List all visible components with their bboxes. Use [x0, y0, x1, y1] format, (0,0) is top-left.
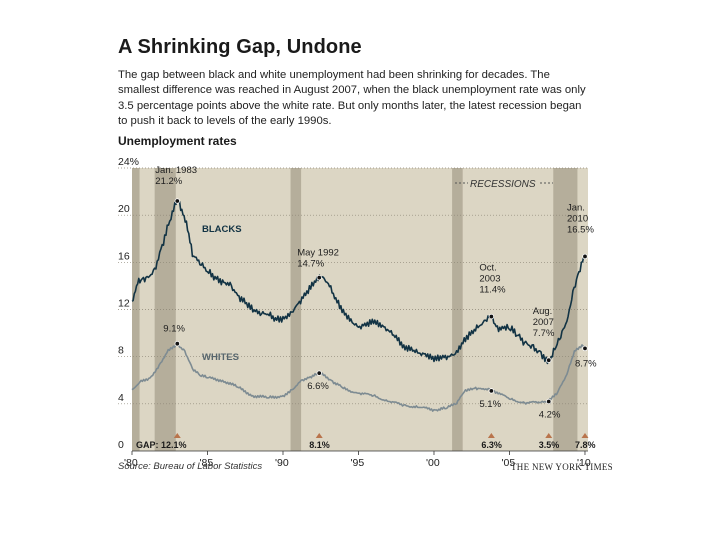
annotations: Jan. 1983 21.2% May 1992 14.7% Oct. 2003 11.4%…: [155, 165, 597, 420]
annotated-point: [316, 274, 322, 281]
gap-label: 7.8%: [575, 440, 596, 450]
gap-marker: [315, 433, 323, 438]
y-tick-label: 20: [118, 203, 130, 215]
x-tick-label: '10: [577, 457, 591, 469]
annotated-point: [582, 253, 588, 260]
credit-logo: THE NEW YORK TIMES: [511, 462, 613, 472]
gap-label: 6.3%: [481, 440, 502, 450]
y-gridlines: [118, 167, 588, 452]
gap-marker: [545, 433, 553, 438]
source-note: Source: Bureau of Labor Statistics: [118, 461, 263, 472]
x-tick-label: '80: [124, 457, 138, 469]
gap-label: 3.5%: [539, 440, 560, 450]
annotated-point: [488, 313, 495, 320]
x-axis-ticks: '80 '85 '90 '95 '00 '05 '10: [124, 451, 591, 469]
annotation-label: 4.2%: [539, 409, 561, 420]
blacks-series-label: BLACKS: [202, 224, 242, 235]
whites-line: [131, 342, 586, 412]
annotation-label: 8.7%: [575, 358, 597, 369]
chart-title: A Shrinking Gap, Undone: [118, 36, 362, 58]
x-tick-label: '85: [199, 457, 213, 469]
annotation-label: 9.1%: [163, 324, 185, 335]
y-tick-label: 8: [118, 345, 124, 357]
gap-marker: [581, 433, 589, 438]
x-tick-label: '95: [350, 457, 364, 469]
gap-markers: GAP: 12.1% 8.1% 6.3% 3.5% 7.8%: [136, 433, 595, 450]
gap-marker: [173, 433, 181, 438]
recession-band: [132, 168, 140, 451]
recession-band: [154, 168, 176, 451]
chart-subtitle: The gap between black and white unemploy…: [118, 69, 586, 127]
x-tick-label: '05: [501, 457, 515, 469]
gap-label: 8.1%: [309, 440, 330, 450]
gap-marker: [487, 433, 495, 438]
gap-label: GAP: 12.1%: [136, 440, 187, 450]
annotated-point: [546, 398, 552, 405]
recessions-legend-label: RECESSIONS: [470, 179, 536, 190]
x-tick-label: '00: [426, 457, 440, 469]
annotation-label: 6.6%: [307, 381, 329, 392]
annotated-points: [174, 198, 588, 405]
annotated-point: [174, 340, 180, 347]
annotated-point: [316, 370, 322, 376]
annotation-label: Jan. 1983 21.2%: [155, 165, 197, 187]
annotated-point: [174, 198, 180, 204]
y-axis-ticks: 0 4 8 12 16 20 24%: [118, 156, 139, 451]
y-tick-label: 4: [118, 392, 124, 404]
y-tick-label: 12: [118, 298, 130, 310]
annotation-label: Jan. 2010 16.5%: [567, 202, 594, 235]
plot-background: [132, 168, 588, 451]
recessions-legend: RECESSIONS: [455, 179, 553, 190]
annotated-point: [582, 345, 588, 352]
x-tick-label: '90: [275, 457, 289, 469]
whites-series-label: WHITES: [202, 352, 239, 363]
y-tick-label: 0: [118, 439, 124, 451]
annotation-label: May 1992 14.7%: [297, 248, 339, 270]
chart-heading: Unemployment rates: [118, 134, 237, 148]
y-tick-label: 16: [118, 250, 130, 262]
y-tick-label: 24%: [118, 156, 139, 168]
annotation-label: Aug. 2007 7.7%: [533, 306, 555, 339]
annotated-point: [488, 388, 495, 394]
blacks-line: [131, 200, 586, 365]
annotation-label: Oct. 2003 11.4%: [479, 263, 506, 296]
annotated-point: [546, 357, 552, 363]
annotation-label: 5.1%: [479, 399, 501, 410]
